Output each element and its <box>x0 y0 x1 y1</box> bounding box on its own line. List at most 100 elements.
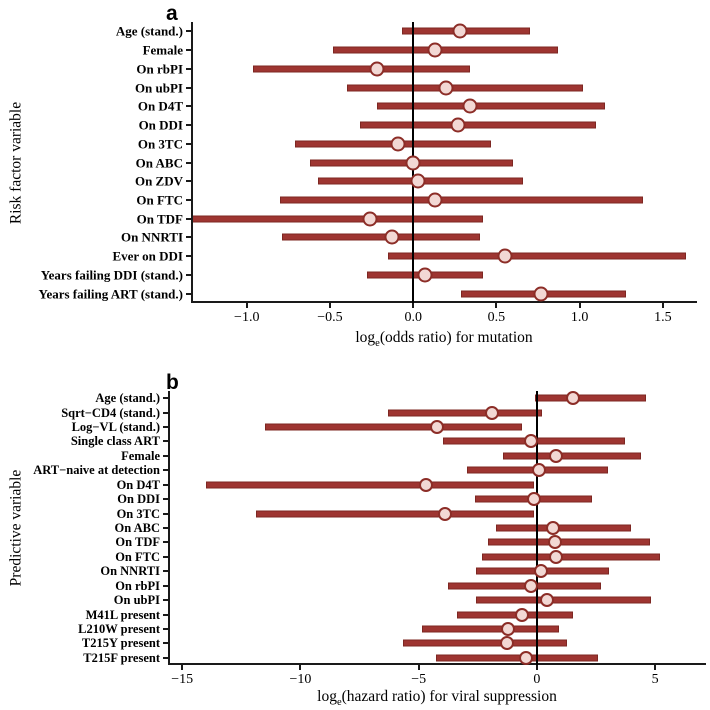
x-axis-tick-label: 1.0 <box>570 310 589 325</box>
x-axis-tick-label: −5 <box>411 672 427 687</box>
category-label: On FTC <box>136 192 183 208</box>
x-axis-tick <box>417 665 420 670</box>
confidence-interval-bar <box>435 654 599 662</box>
category-label: L210W present <box>78 621 160 636</box>
x-axis-tick <box>495 303 498 308</box>
panel-b-letter: b <box>166 371 179 394</box>
x-title-subscript: e <box>336 697 342 709</box>
x-axis-spine <box>191 301 697 303</box>
confidence-interval-bar <box>281 233 480 241</box>
category-tick <box>186 161 191 164</box>
category-label: On FTC <box>115 549 160 564</box>
category-label: On NNRTI <box>120 229 183 245</box>
confidence-interval-bar <box>403 639 568 647</box>
category-label: On ZDV <box>134 173 183 189</box>
x-axis-spine <box>168 663 706 665</box>
confidence-interval-bar <box>388 252 687 260</box>
category-label: On ubPI <box>113 592 160 607</box>
category-label: Years failing ART (stand.) <box>38 286 184 302</box>
confidence-interval-bar <box>205 481 535 489</box>
point-estimate-marker <box>417 267 433 283</box>
panel-a-x-axis-title: loge(odds ratio) for mutation <box>191 329 697 351</box>
point-estimate-marker <box>410 173 426 189</box>
point-estimate-marker <box>548 535 563 550</box>
category-label: On TDF <box>115 535 160 550</box>
zero-reference-line <box>536 391 538 665</box>
confidence-interval-bar <box>376 102 605 110</box>
confidence-interval-bar <box>191 215 484 223</box>
x-axis-tick <box>245 303 248 308</box>
category-tick <box>163 397 168 400</box>
x-axis-tick <box>299 665 302 670</box>
x-axis-tick <box>412 303 415 308</box>
category-tick <box>186 236 191 239</box>
category-label: Single class ART <box>70 434 160 449</box>
point-estimate-marker <box>384 229 400 245</box>
category-tick <box>163 426 168 429</box>
confidence-interval-bar <box>495 524 632 532</box>
confidence-interval-bar <box>534 394 646 402</box>
category-tick <box>163 642 168 645</box>
category-tick <box>186 180 191 183</box>
category-label: Female <box>142 42 183 58</box>
category-label: On NNRTI <box>100 564 160 578</box>
x-title-text: log <box>355 329 376 346</box>
category-tick <box>186 86 191 89</box>
category-label: Age (stand.) <box>115 23 183 39</box>
point-estimate-marker <box>362 211 378 227</box>
confidence-interval-bar <box>333 46 559 54</box>
point-estimate-marker <box>549 549 564 564</box>
confidence-interval-bar <box>387 409 542 417</box>
point-estimate-marker <box>450 117 466 133</box>
category-tick <box>163 627 168 630</box>
point-estimate-marker <box>430 420 445 435</box>
confidence-interval-bar <box>421 625 559 633</box>
category-tick <box>186 255 191 258</box>
category-label: On 3TC <box>116 506 160 521</box>
confidence-interval-bar <box>256 510 534 518</box>
category-label: ART−naive at detection <box>33 463 160 478</box>
category-label: T215Y present <box>81 636 160 651</box>
category-label: On ABC <box>114 520 160 535</box>
x-axis-tick-label: −15 <box>171 672 194 687</box>
x-axis-tick <box>328 303 331 308</box>
x-title-text: (odds ratio) for mutation <box>379 329 533 346</box>
category-label: On DDI <box>138 117 183 133</box>
confidence-interval-bar <box>476 596 651 604</box>
point-estimate-marker <box>531 463 546 478</box>
point-estimate-marker <box>437 506 452 521</box>
panel-b-y-axis-title: Predictive variable <box>7 469 25 587</box>
category-tick <box>163 498 168 501</box>
point-estimate-marker <box>369 61 385 77</box>
category-tick <box>163 599 168 602</box>
point-estimate-marker <box>462 98 478 114</box>
category-label: On rbPI <box>115 578 160 593</box>
panel-b-plot-area: Age (stand.) Sqrt−CD4 (stand.) Log−VL (sta… <box>33 391 706 687</box>
panel-b-x-axis-title: loge(hazard ratio) for viral suppression <box>168 688 706 710</box>
y-axis-spine <box>191 22 193 303</box>
point-estimate-marker <box>405 155 421 170</box>
x-title-subscript: e <box>375 338 380 350</box>
x-axis-tick-label: 1.5 <box>654 310 672 325</box>
category-label: Years failing DDI (stand.) <box>40 267 183 283</box>
category-tick <box>186 49 191 52</box>
point-estimate-marker <box>566 391 581 406</box>
category-tick <box>186 292 191 295</box>
category-tick <box>186 198 191 201</box>
category-label: Age (stand.) <box>95 390 160 405</box>
x-axis-tick <box>181 665 184 670</box>
point-estimate-marker <box>515 607 530 622</box>
x-axis-tick <box>654 665 657 670</box>
point-estimate-marker <box>427 192 443 208</box>
category-tick <box>163 570 168 573</box>
category-tick <box>163 469 168 472</box>
x-axis-tick-label: 0.5 <box>487 310 506 325</box>
x-axis-tick-label: −0.5 <box>317 310 343 325</box>
panel-a-plot-area: Age (stand.) Female On rbPI On ubPI On D4T On… <box>39 22 697 325</box>
point-estimate-marker <box>518 650 533 665</box>
category-tick <box>163 512 168 515</box>
confidence-interval-bar <box>503 452 641 460</box>
point-estimate-marker <box>548 448 563 463</box>
x-axis-tick <box>578 303 581 308</box>
